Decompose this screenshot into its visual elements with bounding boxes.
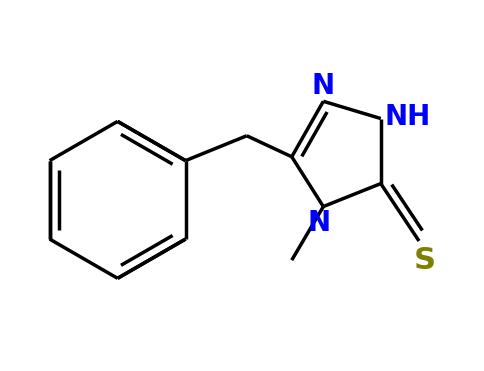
Text: N: N [312,72,335,100]
Text: N: N [308,209,331,237]
Text: NH: NH [384,103,431,131]
Text: S: S [414,246,436,275]
